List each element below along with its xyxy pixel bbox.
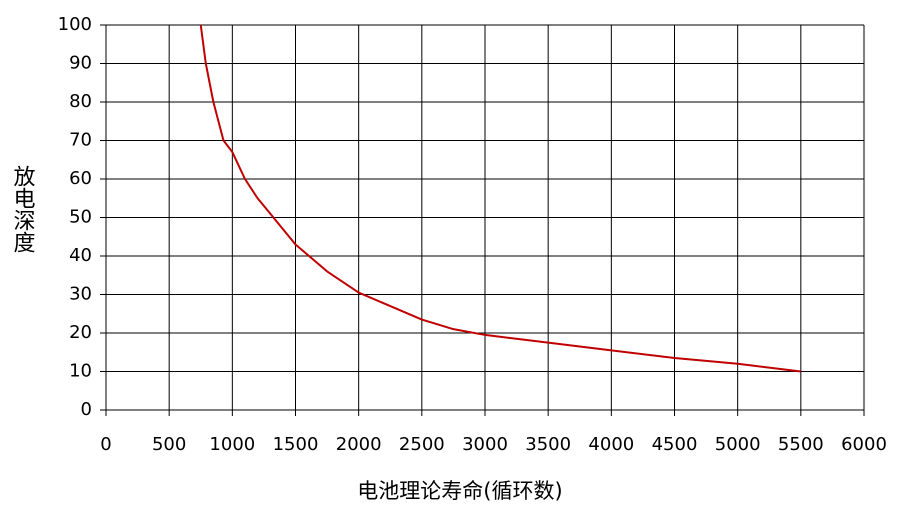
x-tick-label: 0 [100,434,111,455]
y-tick-label: 100 [58,14,92,35]
y-tick-label: 20 [69,322,92,343]
y-axis-label: 放电深度 [10,165,36,253]
x-tick-label: 4000 [588,434,634,455]
x-tick-label: 2000 [336,434,382,455]
y-tick-label: 60 [69,168,92,189]
x-axis-label: 电池理论寿命(循环数) [357,479,562,503]
x-tick-label: 3000 [462,434,508,455]
y-tick-label: 70 [69,130,92,151]
x-tick-label: 5500 [778,434,824,455]
y-tick-label: 50 [69,207,92,228]
line [199,24,801,373]
x-tick-label: 4500 [652,434,698,455]
x-tick-label: 3500 [525,434,571,455]
y-tick-label: 10 [69,361,92,382]
x-tick-label: 500 [152,434,186,455]
y-tick-label: 40 [69,245,92,266]
x-tick-label: 2500 [399,434,445,455]
y-tick-label: 0 [81,399,92,420]
y-tick-label: 80 [69,91,92,112]
x-tick-label: 1000 [209,434,255,455]
x-tick-label: 5000 [715,434,761,455]
x-tick-label: 1500 [273,434,319,455]
y-tick-label: 90 [69,53,92,74]
x-tick-label: 6000 [841,434,887,455]
y-tick-label: 30 [69,284,92,305]
